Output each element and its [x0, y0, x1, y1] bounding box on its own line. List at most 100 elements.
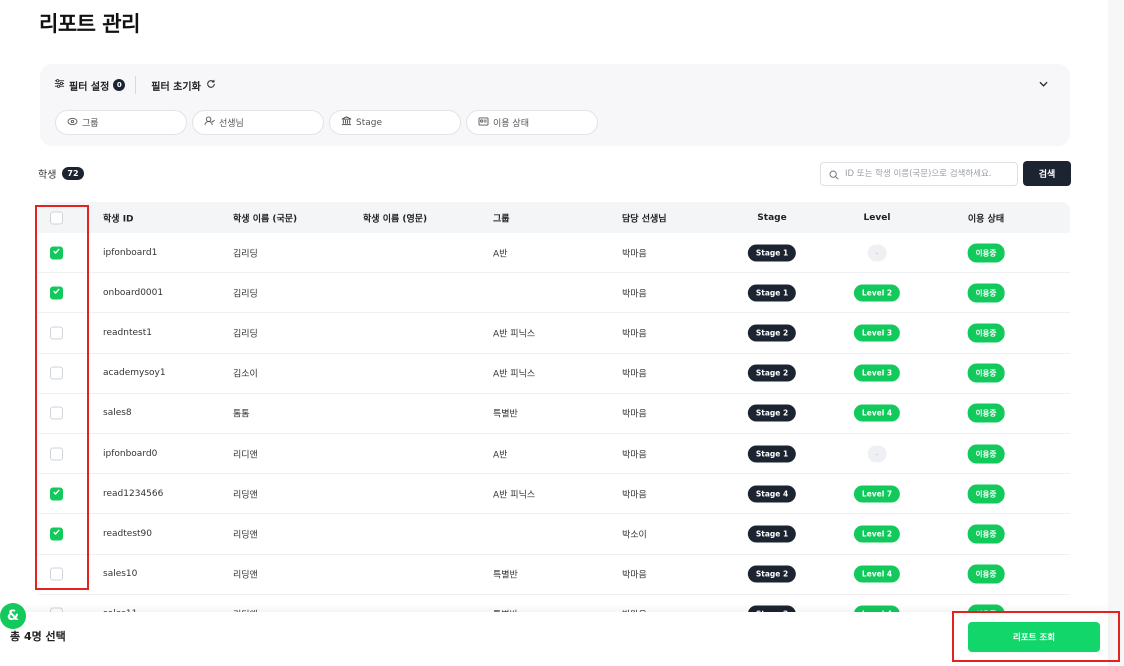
student-name-kr: 리딩앤 — [233, 530, 258, 541]
row-checkbox-cell — [50, 246, 63, 260]
search-box[interactable] — [820, 162, 1018, 186]
table-row[interactable]: readntest1 김리딩 A반 피닉스 박마음 Stage 2 Level 3 이용중 — [38, 313, 1070, 354]
student-group: A반 — [493, 249, 508, 260]
student-id: readtest90 — [103, 528, 153, 539]
row-checkbox-cell — [50, 447, 63, 461]
select-all-checkbox[interactable] — [50, 211, 63, 224]
table-row[interactable]: sales8 톰톰 특별반 박마음 Stage 2 Level 4 이용중 — [38, 394, 1070, 434]
header-group[interactable]: 그룹 — [493, 214, 510, 224]
row-checkbox-cell — [50, 366, 63, 380]
student-name-kr: 김리딩 — [233, 249, 258, 260]
level-cell: Level 3 — [853, 324, 901, 342]
header-name-en[interactable]: 학생 이름 (영문) — [363, 214, 428, 224]
search-icon — [829, 165, 839, 184]
row-checkbox[interactable] — [50, 406, 63, 420]
table-row[interactable]: onboard0001 김리딩 박마음 Stage 1 Level 2 이용중 — [38, 273, 1070, 314]
stage-cell: Stage 1 — [747, 284, 797, 302]
status-cell: 이용중 — [967, 444, 1005, 464]
status-cell: 이용중 — [967, 323, 1005, 343]
status-cell: 이용중 — [967, 403, 1005, 423]
filter-reset-label: 필터 초기화 — [151, 81, 201, 93]
row-checkbox[interactable] — [50, 487, 63, 501]
student-table: 학생 ID 학생 이름 (국문) 학생 이름 (영문) 그룹 담당 선생님 St… — [38, 202, 1070, 635]
table-row[interactable]: sales10 리딩앤 특별반 박마음 Stage 2 Level 4 이용중 — [38, 555, 1070, 595]
status-badge: 이용중 — [967, 444, 1005, 464]
header-name-kr[interactable]: 학생 이름 (국문) — [233, 214, 298, 224]
level-badge: Level 3 — [853, 364, 901, 382]
table-row[interactable]: read1234566 리딩앤 A반 피닉스 박마음 Stage 4 Level 7 이용중 — [38, 474, 1070, 515]
table-row[interactable]: ipfonboard1 김리딩 A반 박마음 Stage 1 - 이용중 — [38, 233, 1070, 274]
student-teacher: 박마음 — [622, 289, 647, 300]
row-checkbox-cell — [50, 567, 63, 581]
student-id: read1234566 — [103, 488, 164, 499]
chip-label: 이용 상태 — [493, 119, 529, 129]
level-cell: - — [867, 445, 887, 463]
search-button[interactable]: 검색 — [1023, 161, 1071, 186]
row-checkbox[interactable] — [50, 447, 63, 461]
selected-count-text: 총 4명 선택 — [10, 630, 66, 643]
stage-cell: Stage 1 — [747, 244, 797, 262]
stage-badge: Stage 1 — [747, 525, 797, 543]
student-group: 특별반 — [493, 409, 518, 420]
table-row[interactable]: readtest90 리딩앤 박소이 Stage 1 Level 2 이용중 — [38, 514, 1070, 555]
student-name-kr: 리딩앤 — [233, 490, 258, 501]
stage-cell: Stage 1 — [747, 525, 797, 543]
header-teacher[interactable]: 담당 선생님 — [622, 214, 667, 224]
teacher-filter-chip[interactable]: 선생님 — [192, 110, 324, 135]
search-input[interactable] — [845, 169, 1005, 179]
report-view-button[interactable]: 리포트 조회 — [968, 622, 1100, 652]
student-name-kr: 김리딩 — [233, 289, 258, 300]
filter-settings-button[interactable]: 필터 설정 0 — [54, 78, 126, 93]
table-row[interactable]: ipfonboard0 리디앤 A반 박마음 Stage 1 - 이용중 — [38, 434, 1070, 475]
row-checkbox-cell — [50, 527, 63, 541]
status-cell: 이용중 — [967, 243, 1005, 263]
status-cell: 이용중 — [967, 484, 1005, 504]
sliders-icon — [54, 78, 65, 92]
header-stage[interactable]: Stage — [757, 212, 787, 223]
chat-logo-button[interactable]: & — [0, 603, 26, 629]
chip-label: 그룹 — [82, 119, 99, 129]
status-filter-chip[interactable]: 이용 상태 — [466, 110, 598, 135]
row-checkbox[interactable] — [50, 366, 63, 380]
student-teacher: 박마음 — [622, 329, 647, 340]
filter-reset-button[interactable]: 필터 초기화 — [151, 78, 215, 93]
stage-icon — [341, 116, 352, 129]
student-id: sales10 — [103, 569, 138, 580]
student-name-kr: 리디앤 — [233, 450, 258, 461]
row-checkbox[interactable] — [50, 326, 63, 340]
row-checkbox[interactable] — [50, 286, 63, 300]
level-cell: Level 2 — [853, 525, 901, 543]
stage-filter-chip[interactable]: Stage — [329, 110, 461, 135]
select-all-cell — [50, 211, 63, 224]
status-cell: 이용중 — [967, 283, 1005, 303]
header-level[interactable]: Level — [863, 212, 891, 223]
student-name-kr: 김소이 — [233, 369, 258, 380]
student-name-kr: 톰톰 — [233, 409, 250, 420]
level-badge: Level 2 — [853, 284, 901, 302]
group-filter-chip[interactable]: 그룹 — [55, 110, 187, 135]
table-row[interactable]: academysoy1 김소이 A반 피닉스 박마음 Stage 2 Level 3 이용중 — [38, 354, 1070, 394]
header-student-id[interactable]: 학생 ID — [103, 214, 134, 224]
student-id: ipfonboard0 — [103, 448, 158, 459]
chevron-down-icon[interactable] — [1036, 77, 1050, 91]
stage-badge: Stage 2 — [747, 565, 797, 583]
divider — [135, 76, 137, 94]
student-id: onboard0001 — [103, 287, 164, 298]
row-checkbox-cell — [50, 487, 63, 501]
row-checkbox[interactable] — [50, 527, 63, 541]
selection-footer: 총 4명 선택 리포트 조회 — [0, 612, 1108, 666]
stage-badge: Stage 1 — [747, 445, 797, 463]
student-count: 학생 72 — [38, 166, 84, 181]
student-teacher: 박소이 — [622, 530, 647, 541]
level-cell: - — [867, 244, 887, 262]
status-icon — [478, 116, 489, 129]
row-checkbox[interactable] — [50, 246, 63, 260]
row-checkbox-cell — [50, 326, 63, 340]
header-status[interactable]: 이용 상태 — [967, 214, 1005, 224]
level-badge: Level 7 — [853, 485, 901, 503]
level-cell: Level 4 — [853, 565, 901, 583]
row-checkbox[interactable] — [50, 567, 63, 581]
status-badge: 이용중 — [967, 403, 1005, 423]
student-teacher: 박마음 — [622, 249, 647, 260]
scrollbar[interactable] — [1108, 0, 1124, 666]
